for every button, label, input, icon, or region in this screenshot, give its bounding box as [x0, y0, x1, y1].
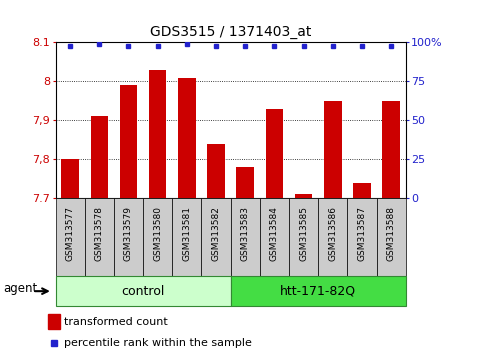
Bar [260, 198, 289, 276]
Bar [143, 198, 172, 276]
Text: percentile rank within the sample: percentile rank within the sample [64, 338, 252, 348]
Bar [48, 314, 60, 329]
Bar [318, 198, 347, 276]
Bar [61, 159, 79, 198]
Text: GSM313579: GSM313579 [124, 206, 133, 261]
Text: GSM313578: GSM313578 [95, 206, 104, 261]
Bar [377, 198, 406, 276]
Bar [353, 183, 370, 198]
Bar [347, 198, 377, 276]
Bar [172, 198, 201, 276]
Bar [237, 167, 254, 198]
Text: GSM313586: GSM313586 [328, 206, 337, 261]
Bar [383, 101, 400, 198]
Text: GSM313584: GSM313584 [270, 206, 279, 261]
Text: agent: agent [3, 282, 37, 295]
Bar [91, 116, 108, 198]
Bar [56, 198, 85, 276]
Bar [231, 276, 406, 306]
Bar [149, 70, 167, 198]
Text: control: control [121, 285, 165, 298]
Text: GSM313582: GSM313582 [212, 206, 221, 261]
Bar [295, 194, 313, 198]
Text: GSM313583: GSM313583 [241, 206, 250, 261]
Bar [56, 276, 231, 306]
Bar [178, 78, 196, 198]
Text: GSM313585: GSM313585 [299, 206, 308, 261]
Bar [201, 198, 231, 276]
Bar [120, 85, 137, 198]
Bar [324, 101, 341, 198]
Text: transformed count: transformed count [64, 316, 168, 327]
Bar [266, 109, 283, 198]
Text: GSM313588: GSM313588 [386, 206, 396, 261]
Text: GSM313580: GSM313580 [153, 206, 162, 261]
Text: GSM313581: GSM313581 [183, 206, 191, 261]
Text: htt-171-82Q: htt-171-82Q [280, 285, 356, 298]
Bar [289, 198, 318, 276]
Bar [207, 144, 225, 198]
Bar [85, 198, 114, 276]
Text: GSM313587: GSM313587 [357, 206, 367, 261]
Title: GDS3515 / 1371403_at: GDS3515 / 1371403_at [150, 25, 312, 39]
Text: GSM313577: GSM313577 [66, 206, 75, 261]
Bar [114, 198, 143, 276]
Bar [231, 198, 260, 276]
